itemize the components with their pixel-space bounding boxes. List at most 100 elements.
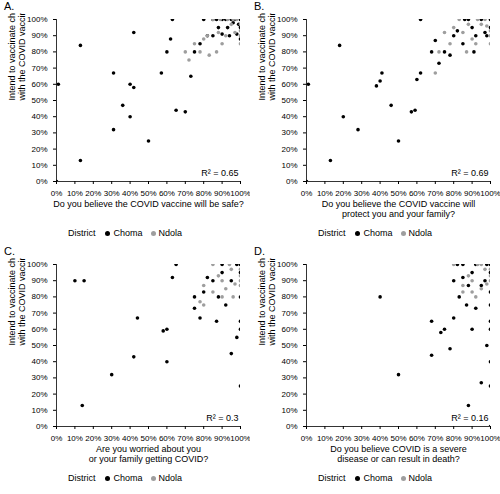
- svg-text:10%: 10%: [31, 406, 47, 415]
- svg-text:10%: 10%: [31, 161, 47, 170]
- svg-text:100%: 100%: [277, 15, 297, 24]
- svg-text:60%: 60%: [159, 189, 175, 198]
- svg-text:40%: 40%: [372, 434, 388, 443]
- svg-text:Do you believe the COVID vacci: Do you believe the COVID vaccine will be…: [53, 199, 244, 209]
- svg-text:20%: 20%: [85, 434, 101, 443]
- svg-text:10%: 10%: [317, 434, 333, 443]
- svg-text:0%: 0%: [36, 422, 48, 431]
- svg-text:30%: 30%: [354, 434, 370, 443]
- svg-text:90%: 90%: [281, 31, 297, 40]
- svg-text:50%: 50%: [140, 434, 156, 443]
- svg-text:40%: 40%: [31, 112, 47, 121]
- svg-text:100%: 100%: [230, 189, 250, 198]
- svg-text:50%: 50%: [390, 434, 406, 443]
- svg-text:R² = 0.69: R² = 0.69: [451, 168, 488, 178]
- svg-text:100%: 100%: [480, 434, 500, 443]
- svg-text:20%: 20%: [335, 434, 351, 443]
- svg-text:40%: 40%: [281, 357, 297, 366]
- svg-text:20%: 20%: [31, 145, 47, 154]
- svg-text:70%: 70%: [31, 309, 47, 318]
- svg-text:Intend to vaccinate childwith: Intend to vaccinate childwith the COVID …: [257, 258, 277, 347]
- svg-text:Intend to vaccinate childwith: Intend to vaccinate childwith the COVID …: [257, 13, 277, 102]
- svg-text:100%: 100%: [27, 260, 47, 269]
- svg-text:20%: 20%: [281, 145, 297, 154]
- svg-text:80%: 80%: [196, 434, 212, 443]
- svg-text:30%: 30%: [31, 373, 47, 382]
- svg-text:0%: 0%: [51, 434, 63, 443]
- svg-text:90%: 90%: [281, 276, 297, 285]
- svg-text:10%: 10%: [67, 189, 83, 198]
- svg-text:Are you worried about youor yo: Are you worried about youor your family …: [89, 444, 209, 464]
- svg-text:20%: 20%: [281, 390, 297, 399]
- svg-text:10%: 10%: [317, 189, 333, 198]
- svg-text:30%: 30%: [104, 189, 120, 198]
- svg-text:60%: 60%: [409, 434, 425, 443]
- svg-text:80%: 80%: [281, 47, 297, 56]
- svg-text:50%: 50%: [390, 189, 406, 198]
- svg-text:80%: 80%: [446, 434, 462, 443]
- svg-text:90%: 90%: [464, 189, 480, 198]
- svg-text:70%: 70%: [281, 309, 297, 318]
- svg-text:60%: 60%: [409, 189, 425, 198]
- svg-text:0%: 0%: [51, 189, 63, 198]
- svg-text:10%: 10%: [281, 161, 297, 170]
- svg-text:50%: 50%: [281, 341, 297, 350]
- svg-text:R² = 0.16: R² = 0.16: [451, 413, 488, 423]
- svg-text:100%: 100%: [27, 15, 47, 24]
- svg-text:80%: 80%: [31, 47, 47, 56]
- svg-text:0%: 0%: [286, 422, 298, 431]
- svg-text:60%: 60%: [281, 325, 297, 334]
- svg-text:0%: 0%: [301, 434, 313, 443]
- svg-text:0%: 0%: [36, 177, 48, 186]
- svg-text:70%: 70%: [427, 434, 443, 443]
- svg-text:100%: 100%: [230, 434, 250, 443]
- svg-text:R² = 0.3: R² = 0.3: [206, 413, 238, 423]
- svg-text:10%: 10%: [67, 434, 83, 443]
- svg-text:Do you believe COVID is a seve: Do you believe COVID is a severedisease …: [330, 444, 467, 464]
- svg-text:70%: 70%: [281, 64, 297, 73]
- svg-text:100%: 100%: [277, 260, 297, 269]
- svg-text:40%: 40%: [281, 112, 297, 121]
- svg-text:70%: 70%: [177, 189, 193, 198]
- svg-text:60%: 60%: [31, 80, 47, 89]
- svg-text:50%: 50%: [31, 341, 47, 350]
- svg-text:70%: 70%: [427, 189, 443, 198]
- svg-text:40%: 40%: [122, 434, 138, 443]
- svg-text:0%: 0%: [286, 177, 298, 186]
- svg-text:80%: 80%: [281, 292, 297, 301]
- svg-text:40%: 40%: [31, 357, 47, 366]
- svg-text:50%: 50%: [31, 96, 47, 105]
- svg-text:80%: 80%: [196, 189, 212, 198]
- svg-text:90%: 90%: [31, 276, 47, 285]
- svg-text:60%: 60%: [281, 80, 297, 89]
- svg-text:80%: 80%: [31, 292, 47, 301]
- svg-text:90%: 90%: [214, 434, 230, 443]
- svg-text:0%: 0%: [301, 189, 313, 198]
- svg-text:100%: 100%: [480, 189, 500, 198]
- svg-text:20%: 20%: [335, 189, 351, 198]
- svg-text:90%: 90%: [464, 434, 480, 443]
- svg-text:40%: 40%: [372, 189, 388, 198]
- svg-text:30%: 30%: [281, 128, 297, 137]
- svg-text:Intend to vaccinate childwith: Intend to vaccinate childwith the COVID …: [7, 13, 27, 102]
- svg-text:Intend to vaccinate childwith: Intend to vaccinate childwith the COVID …: [7, 258, 27, 347]
- svg-text:R² = 0.65: R² = 0.65: [201, 168, 238, 178]
- svg-text:30%: 30%: [31, 128, 47, 137]
- svg-text:10%: 10%: [281, 406, 297, 415]
- svg-text:90%: 90%: [31, 31, 47, 40]
- svg-text:50%: 50%: [281, 96, 297, 105]
- svg-text:30%: 30%: [104, 434, 120, 443]
- svg-text:70%: 70%: [177, 434, 193, 443]
- svg-text:Do you believe the COVID vacci: Do you believe the COVID vaccine willpro…: [322, 199, 476, 219]
- svg-text:70%: 70%: [31, 64, 47, 73]
- svg-text:20%: 20%: [85, 189, 101, 198]
- svg-text:50%: 50%: [140, 189, 156, 198]
- svg-text:20%: 20%: [31, 390, 47, 399]
- svg-text:40%: 40%: [122, 189, 138, 198]
- svg-text:30%: 30%: [281, 373, 297, 382]
- svg-text:90%: 90%: [214, 189, 230, 198]
- svg-text:30%: 30%: [354, 189, 370, 198]
- svg-text:60%: 60%: [31, 325, 47, 334]
- svg-text:80%: 80%: [446, 189, 462, 198]
- svg-text:60%: 60%: [159, 434, 175, 443]
